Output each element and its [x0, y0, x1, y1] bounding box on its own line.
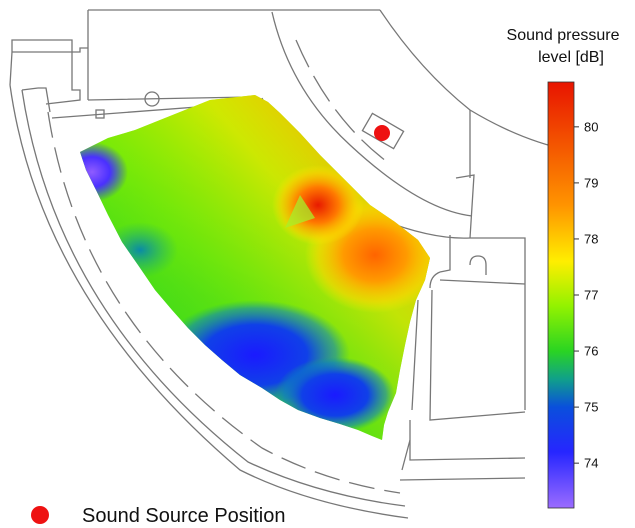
right-room-walls	[399, 110, 526, 481]
column-square	[95, 109, 105, 119]
facade-dashed-line	[47, 111, 401, 494]
colorbar-ticks: 74 75 76 77 78 79 80	[574, 119, 598, 471]
heatmap-min-zone-northwest	[80, 142, 128, 202]
hall-dashed-arc	[295, 39, 391, 165]
heatmap-hotspot-upper	[272, 165, 364, 245]
facade-inner-line	[21, 89, 406, 507]
colorbar-tick-label: 76	[584, 344, 598, 359]
colorbar-title-line2: level [dB]	[538, 49, 604, 66]
heatmap-green-triangle	[285, 195, 315, 228]
colorbar-tick-label: 78	[584, 231, 598, 246]
colorbar-gradient	[547, 81, 575, 509]
sound-source-marker	[374, 125, 390, 141]
colorbar: Sound pressure level [dB] 74 75 76 77 78 79 80	[507, 27, 620, 509]
hall-outer-arc	[379, 9, 569, 151]
heatmap-low-zone-west	[102, 222, 178, 278]
colorbar-tick-label: 75	[584, 400, 598, 415]
facade-piers	[21, 87, 51, 113]
legend: Sound Source Position	[31, 505, 285, 527]
legend-marker	[31, 506, 49, 524]
sound-pressure-heatmap	[80, 95, 430, 440]
colorbar-tick-label: 80	[584, 119, 598, 134]
colorbar-tick-label: 77	[584, 288, 598, 303]
heatmap-low-zone-southeast	[275, 357, 395, 433]
column-round	[144, 91, 160, 107]
right-door-arcs	[401, 271, 441, 471]
colorbar-tick-label: 74	[584, 456, 598, 471]
colorbar-title-line1: Sound pressure	[507, 27, 620, 44]
legend-label: Sound Source Position	[82, 505, 285, 527]
hall-inner-arc	[271, 11, 473, 217]
left-room-block	[11, 10, 89, 105]
colorbar-tick-label: 79	[584, 175, 598, 190]
outer-facade-wall	[9, 47, 409, 519]
